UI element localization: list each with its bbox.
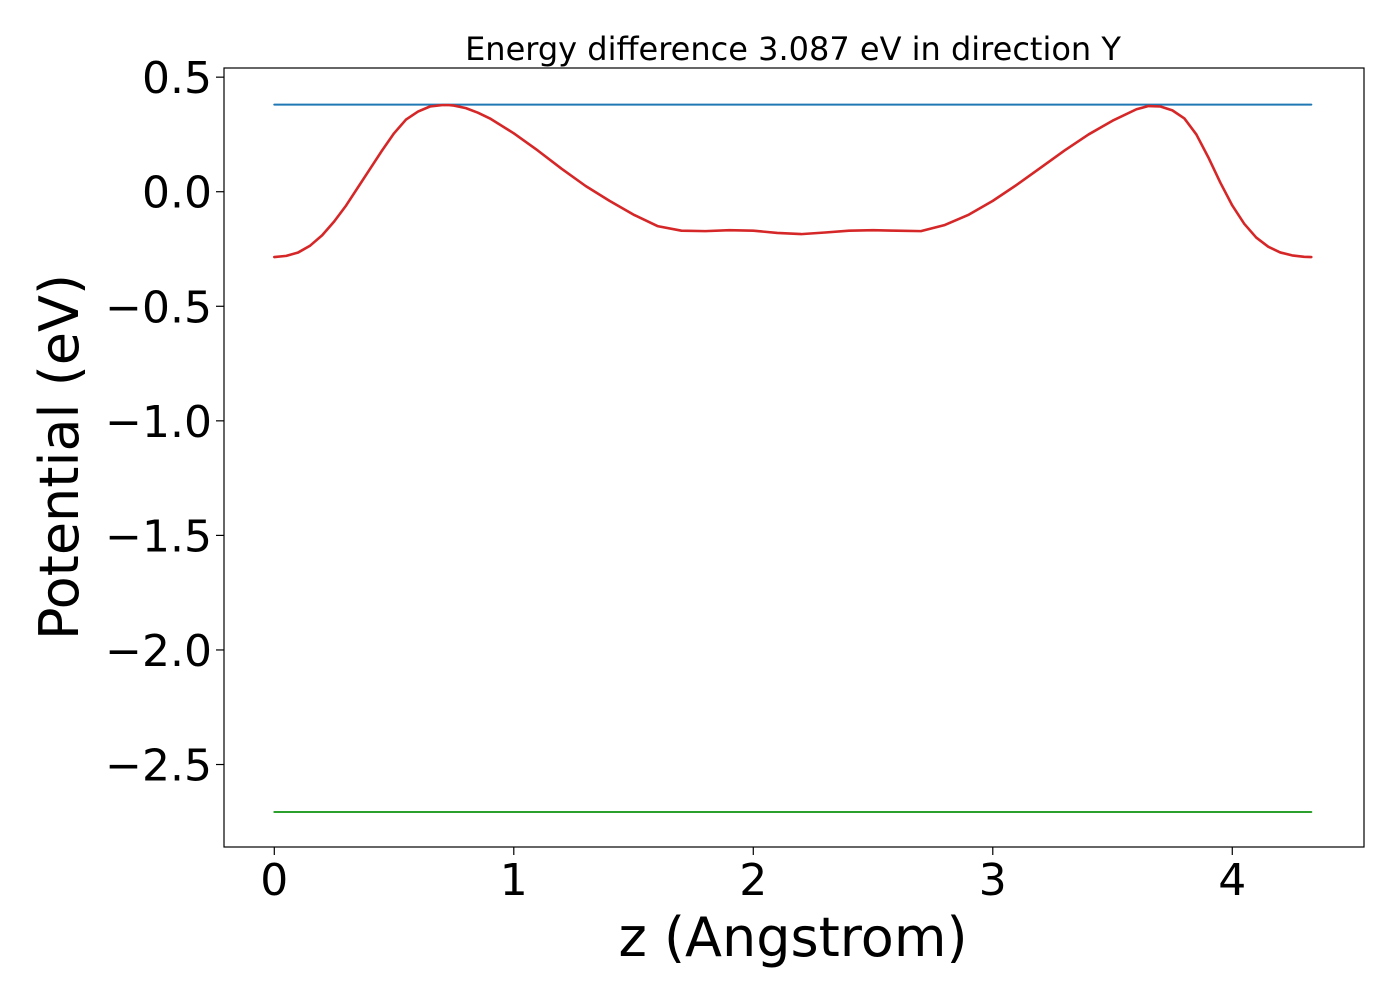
y-tick-label: 0.5 xyxy=(142,53,212,104)
y-axis: 0.5 0.0 −0.5 −1.0 −1.5 −2.0 −2.5 xyxy=(105,53,224,792)
y-tick-label: −1.0 xyxy=(105,397,212,448)
x-tick-label: 4 xyxy=(1218,855,1246,906)
x-tick-label: 3 xyxy=(979,855,1007,906)
y-tick-label: −2.0 xyxy=(105,626,212,677)
y-tick-label: −1.5 xyxy=(105,511,212,562)
x-tick-label: 1 xyxy=(500,855,528,906)
x-axis: 0 1 2 3 4 xyxy=(260,847,1246,906)
y-tick-label: −0.5 xyxy=(105,282,212,333)
chart-title: Energy difference 3.087 eV in direction … xyxy=(465,30,1121,68)
x-tick-label: 2 xyxy=(739,855,767,906)
x-tick-label: 0 xyxy=(260,855,288,906)
y-tick-label: −2.5 xyxy=(105,741,212,792)
y-tick-label: 0.0 xyxy=(142,168,212,219)
potential-curve xyxy=(272,103,1313,259)
y-axis-label: Potential (eV) xyxy=(28,274,91,640)
x-axis-label: z (Angstrom) xyxy=(618,906,967,969)
plot-frame xyxy=(223,67,1365,848)
series-group xyxy=(272,103,1313,813)
